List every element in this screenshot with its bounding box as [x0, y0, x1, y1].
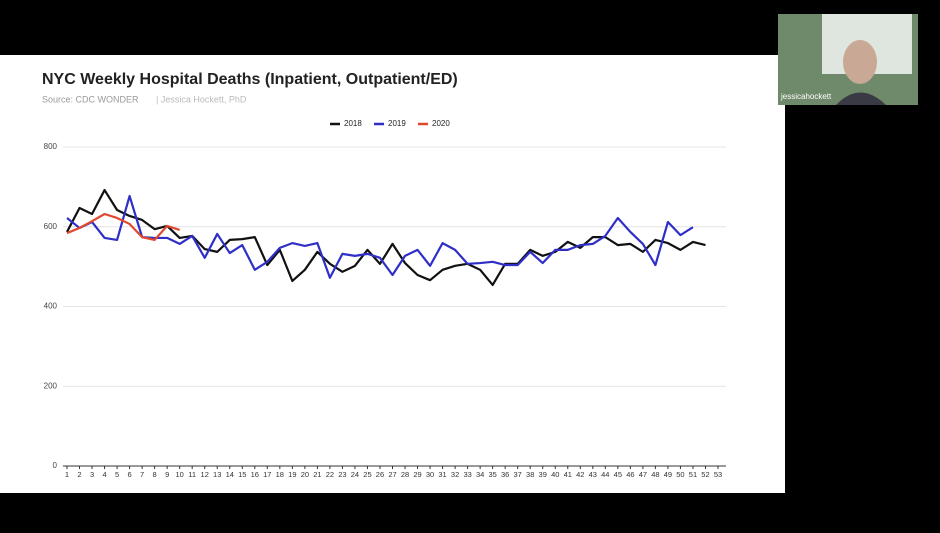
x-tick-label: 51: [689, 470, 697, 479]
x-tick-label: 36: [501, 470, 509, 479]
x-tick-label: 39: [539, 470, 547, 479]
x-tick-label: 43: [589, 470, 597, 479]
y-tick-label: 0: [53, 461, 58, 470]
chart-title: NYC Weekly Hospital Deaths (Inpatient, O…: [42, 71, 458, 88]
x-tick-label: 6: [128, 470, 132, 479]
x-tick-label: 5: [115, 470, 119, 479]
y-tick-label: 200: [44, 381, 58, 390]
legend-label: 2019: [388, 119, 406, 128]
x-tick-label: 11: [188, 470, 196, 479]
x-tick-label: 14: [226, 470, 234, 479]
x-tick-label: 52: [701, 470, 709, 479]
x-tick-label: 37: [514, 470, 522, 479]
x-tick-label: 9: [165, 470, 169, 479]
x-tick-label: 50: [676, 470, 684, 479]
chart-author: | Jessica Hockett, PhD: [156, 94, 247, 104]
x-tick-label: 20: [301, 470, 309, 479]
participant-name: jessicahockett: [780, 92, 832, 101]
x-tick-label: 15: [238, 470, 246, 479]
x-tick-label: 49: [664, 470, 672, 479]
x-tick-label: 32: [451, 470, 459, 479]
x-tick-label: 47: [639, 470, 647, 479]
x-tick-label: 12: [201, 470, 209, 479]
x-tick-label: 46: [626, 470, 634, 479]
series-line: [66, 194, 694, 279]
series-line: [66, 188, 706, 287]
x-tick-label: 34: [476, 470, 484, 479]
chart-subtitle: Source: CDC WONDER: [42, 94, 139, 104]
x-tick-label: 26: [376, 470, 384, 479]
y-tick-label: 600: [44, 222, 58, 231]
x-tick-label: 45: [614, 470, 622, 479]
x-tick-label: 13: [213, 470, 221, 479]
x-tick-label: 8: [153, 470, 157, 479]
x-tick-label: 40: [551, 470, 559, 479]
x-tick-label: 48: [651, 470, 659, 479]
video-tile: jessicahockett: [778, 14, 918, 105]
x-tick-label: 17: [263, 470, 271, 479]
x-tick-label: 10: [176, 470, 184, 479]
x-tick-label: 22: [326, 470, 334, 479]
x-tick-label: 30: [426, 470, 434, 479]
x-tick-label: 41: [564, 470, 572, 479]
x-tick-label: 29: [413, 470, 421, 479]
legend-label: 2018: [344, 119, 362, 128]
face: [843, 40, 877, 84]
x-tick-label: 53: [714, 470, 722, 479]
x-tick-label: 3: [90, 470, 94, 479]
x-tick-label: 7: [140, 470, 144, 479]
x-tick-label: 31: [438, 470, 446, 479]
y-tick-label: 800: [44, 142, 58, 151]
series-line: [66, 212, 181, 242]
x-tick-label: 1: [65, 470, 69, 479]
legend-label: 2020: [432, 119, 450, 128]
x-tick-label: 23: [338, 470, 346, 479]
x-tick-label: 2: [77, 470, 81, 479]
x-tick-label: 18: [276, 470, 284, 479]
x-tick-label: 28: [401, 470, 409, 479]
x-tick-label: 19: [288, 470, 296, 479]
x-tick-label: 33: [463, 470, 471, 479]
x-tick-label: 44: [601, 470, 609, 479]
x-tick-label: 25: [363, 470, 371, 479]
x-tick-label: 21: [313, 470, 321, 479]
x-tick-label: 38: [526, 470, 534, 479]
x-tick-label: 42: [576, 470, 584, 479]
shoulders: [836, 92, 886, 105]
x-tick-label: 16: [251, 470, 259, 479]
x-tick-label: 35: [488, 470, 496, 479]
x-tick-label: 4: [102, 470, 106, 479]
x-tick-label: 27: [388, 470, 396, 479]
x-tick-label: 24: [351, 470, 359, 479]
y-tick-label: 400: [44, 302, 58, 311]
